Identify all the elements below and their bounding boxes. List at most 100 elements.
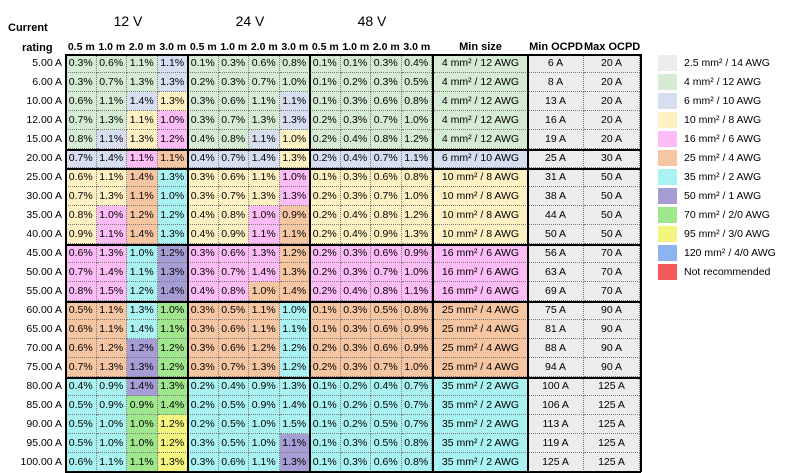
voltage-drop-cell: 1.1% <box>157 149 188 168</box>
voltage-drop-cell: 0.5% <box>66 415 97 434</box>
row-rule <box>65 301 641 303</box>
rating-cell: 25.00 A <box>26 171 62 183</box>
legend-label: 16 mm² / 6 AWG <box>684 133 762 145</box>
voltage-drop-cell: 1.1% <box>249 168 280 187</box>
voltage-drop-cell: 0.3% <box>340 339 371 358</box>
voltage-drop-cell: 0.9% <box>127 396 158 415</box>
min-ocpd-cell: 63 A <box>528 263 584 282</box>
voltage-drop-cell: 0.7% <box>96 73 127 92</box>
voltage-drop-cell: 0.2% <box>310 244 341 263</box>
voltage-drop-cell: 1.2% <box>279 358 310 377</box>
voltage-drop-cell: 0.2% <box>310 339 341 358</box>
voltage-drop-cell: 0.3% <box>340 301 371 320</box>
voltage-drop-cell: 1.3% <box>249 244 280 263</box>
voltage-drop-cell: 1.0% <box>401 358 432 377</box>
legend-swatch <box>658 93 677 109</box>
voltage-drop-cell: 0.5% <box>218 396 249 415</box>
voltage-drop-cell: 0.8% <box>371 130 402 149</box>
legend-swatch <box>658 131 677 147</box>
voltage-drop-cell: 0.3% <box>340 92 371 111</box>
voltage-drop-cell: 0.2% <box>188 415 219 434</box>
min-size-cell: 25 mm² / 4 AWG <box>434 320 528 339</box>
min-ocpd-cell: 81 A <box>528 320 584 339</box>
voltage-drop-cell: 0.4% <box>340 225 371 244</box>
max-ocpd-cell: 50 A <box>584 206 640 225</box>
distance-header: 0.5 m <box>189 41 217 53</box>
min-ocpd-cell: 69 A <box>528 282 584 301</box>
voltage-drop-cell: 0.3% <box>371 73 402 92</box>
voltage-drop-cell: 1.2% <box>157 434 188 453</box>
voltage-drop-cell: 0.6% <box>249 54 280 73</box>
min-size-cell: 35 mm² / 2 AWG <box>434 453 528 472</box>
min-ocpd-cell: 119 A <box>528 434 584 453</box>
voltage-drop-cell: 0.2% <box>310 111 341 130</box>
voltage-drop-cell: 0.8% <box>218 206 249 225</box>
voltage-drop-cell: 1.2% <box>127 339 158 358</box>
voltage-drop-cell: 0.9% <box>218 225 249 244</box>
voltage-drop-cell: 1.1% <box>249 225 280 244</box>
rating-cell: 85.00 A <box>26 399 62 411</box>
min-ocpd-cell: 38 A <box>528 187 584 206</box>
voltage-drop-cell: 0.7% <box>401 415 432 434</box>
voltage-drop-cell: 0.2% <box>188 396 219 415</box>
voltage-drop-table: Current rating 12 V 24 V 48 V 0.5 m 1.0 m… <box>8 13 776 473</box>
voltage-drop-cell: 1.0% <box>279 73 310 92</box>
voltage-drop-cell: 0.8% <box>66 282 97 301</box>
voltage-drop-cell: 0.2% <box>340 377 371 396</box>
voltage-drop-cell: 0.7% <box>249 73 280 92</box>
voltage-drop-cell: 0.8% <box>279 54 310 73</box>
voltage-drop-cell: 0.7% <box>66 149 97 168</box>
voltage-drop-cell: 1.3% <box>249 111 280 130</box>
legend-label: 25 mm² / 4 AWG <box>684 152 762 164</box>
min-ocpd-cell: 31 A <box>528 168 584 187</box>
distance-header: 0.5 m <box>67 41 95 53</box>
voltage-drop-cell: 0.7% <box>218 358 249 377</box>
voltage-drop-cell: 0.1% <box>310 168 341 187</box>
legend-swatch <box>658 112 677 128</box>
min-ocpd-cell: 16 A <box>528 111 584 130</box>
legend-label: 4 mm² / 12 AWG <box>684 76 762 88</box>
legend-label: 70 mm² / 2/0 AWG <box>684 209 770 221</box>
voltage-drop-cell: 0.1% <box>310 320 341 339</box>
voltage-drop-cell: 1.1% <box>127 111 158 130</box>
voltage-drop-cell: 0.5% <box>218 301 249 320</box>
rating-cell: 75.00 A <box>26 361 62 373</box>
voltage-drop-cell: 0.1% <box>310 415 341 434</box>
voltage-drop-cell: 1.3% <box>279 453 310 472</box>
voltage-drop-cell: 0.7% <box>371 111 402 130</box>
min-ocpd-cell: 56 A <box>528 244 584 263</box>
legend-swatch <box>658 169 677 185</box>
voltage-drop-cell: 0.4% <box>66 377 97 396</box>
voltage-drop-cell: 0.1% <box>310 377 341 396</box>
voltage-drop-cell: 1.5% <box>96 282 127 301</box>
legend-swatch <box>658 264 677 280</box>
column-rule <box>527 54 529 472</box>
max-ocpd-cell: 70 A <box>584 282 640 301</box>
voltage-drop-cell: 0.2% <box>340 73 371 92</box>
min-ocpd-cell: 106 A <box>528 396 584 415</box>
voltage-drop-cell: 0.6% <box>218 92 249 111</box>
voltage-drop-cell: 0.6% <box>218 168 249 187</box>
rating-cell: 65.00 A <box>26 323 62 335</box>
voltage-drop-cell: 0.3% <box>340 263 371 282</box>
voltage-drop-cell: 1.2% <box>157 339 188 358</box>
voltage-drop-cell: 1.3% <box>96 111 127 130</box>
min-size-cell: 10 mm² / 8 AWG <box>434 168 528 187</box>
voltage-drop-cell: 0.7% <box>218 111 249 130</box>
voltage-drop-cell: 1.1% <box>96 92 127 111</box>
voltage-drop-cell: 1.2% <box>401 206 432 225</box>
rating-cell: 5.00 A <box>32 57 62 69</box>
distance-header: 1.0 m <box>220 41 248 53</box>
max-ocpd-cell: 20 A <box>584 73 640 92</box>
min-size-cell: 10 mm² / 8 AWG <box>434 187 528 206</box>
voltage-drop-cell: 0.3% <box>188 453 219 472</box>
voltage-drop-cell: 1.0% <box>96 415 127 434</box>
voltage-drop-cell: 0.7% <box>371 187 402 206</box>
rating-cell: 80.00 A <box>26 380 62 392</box>
min-size-cell: 16 mm² / 6 AWG <box>434 282 528 301</box>
min-size-cell: 6 mm² / 10 AWG <box>434 149 528 168</box>
voltage-drop-cell: 0.6% <box>218 339 249 358</box>
voltage-drop-cell: 0.2% <box>310 149 341 168</box>
max-ocpd-cell: 90 A <box>584 339 640 358</box>
min-ocpd-header: Min OCPD <box>529 41 583 53</box>
